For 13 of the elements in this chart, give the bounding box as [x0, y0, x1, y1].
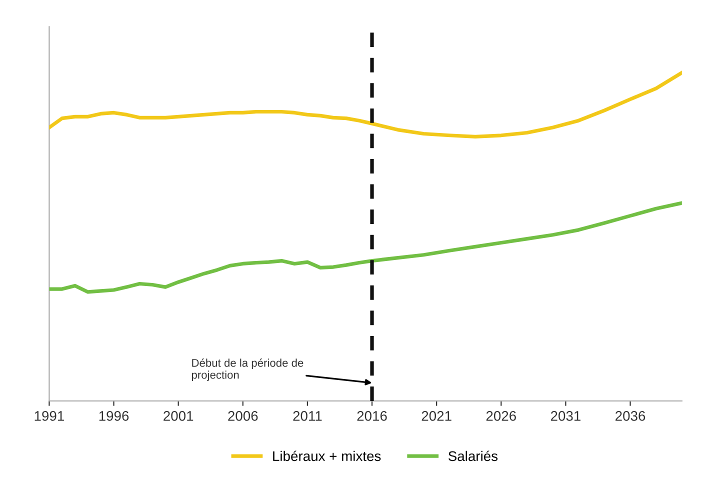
x-tick-label: 2026	[486, 411, 516, 421]
x-tick-label: 2001	[164, 411, 194, 421]
annotation: Début de la période de projection	[192, 358, 304, 381]
x-tick-label: 2011	[293, 411, 322, 421]
x-tick-label: 2016	[357, 411, 387, 421]
x-tick-label: 1991	[34, 411, 64, 421]
x-tick-label: 2031	[550, 411, 580, 421]
legend-label: Libéraux + mixtes	[273, 450, 381, 462]
x-tick-label: 1996	[99, 411, 129, 421]
legend-label: Salariés	[448, 450, 498, 462]
x-tick-label: 2006	[228, 411, 258, 421]
x-tick-label: 2036	[616, 411, 646, 421]
x-tick-label: 2021	[422, 411, 452, 421]
